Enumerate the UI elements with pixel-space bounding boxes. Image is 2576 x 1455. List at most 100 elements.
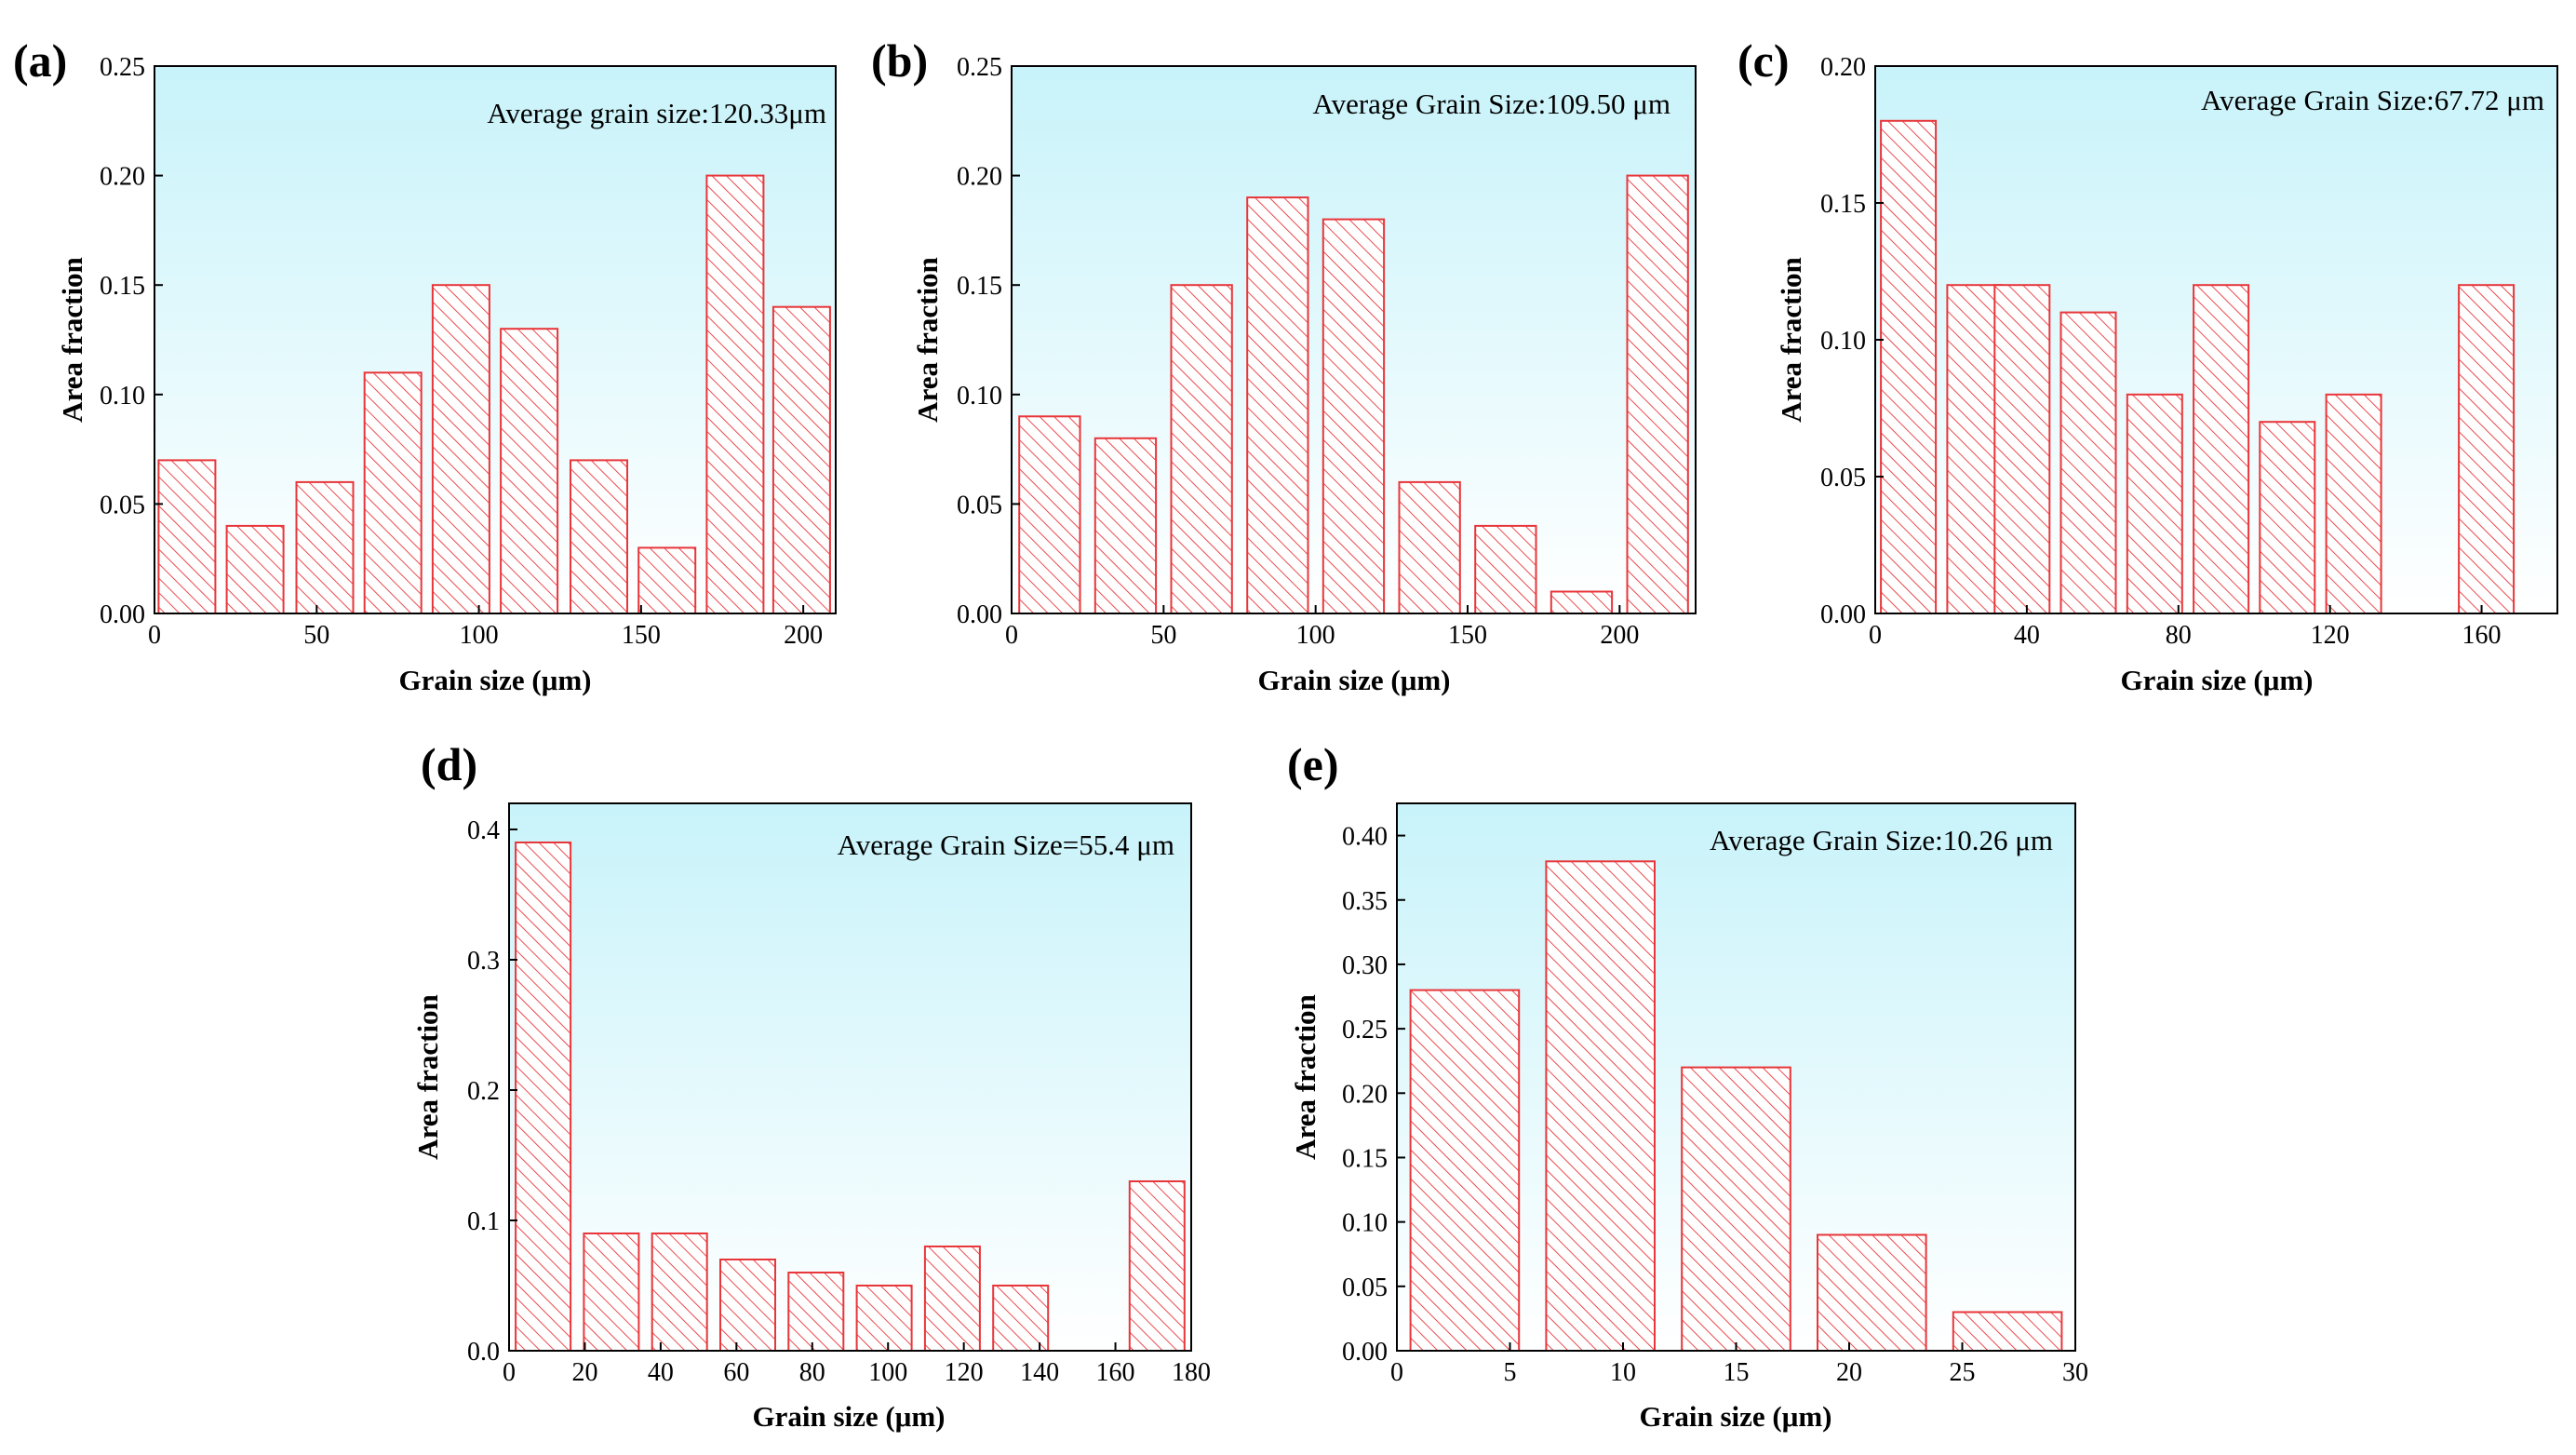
panel-label: (d) xyxy=(421,738,477,790)
y-tick-label: 0.15 xyxy=(957,272,1002,301)
bar xyxy=(1817,1233,1927,1352)
y-tick-label: 0.05 xyxy=(1342,1273,1388,1302)
x-tick-label: 100 xyxy=(868,1358,907,1387)
y-tick-label: 0.30 xyxy=(1342,951,1388,980)
y-tick-label: 0.05 xyxy=(1820,464,1866,492)
bar-group xyxy=(1018,174,1689,615)
bar-group xyxy=(157,174,831,615)
bar xyxy=(1093,437,1158,614)
x-tick-label: 140 xyxy=(1020,1358,1059,1387)
y-axis-title: Area fraction xyxy=(911,257,944,423)
y-tick-label: 0.20 xyxy=(1820,53,1866,82)
plot-frame xyxy=(1011,65,1697,614)
y-tick-label: 0.00 xyxy=(1820,600,1866,629)
x-tick-label: 40 xyxy=(2014,621,2040,650)
bar xyxy=(787,1272,845,1352)
bar xyxy=(705,174,765,614)
y-tick-label: 0.25 xyxy=(100,53,145,82)
y-tick-label: 0.0 xyxy=(467,1338,500,1367)
y-tick-label: 0.10 xyxy=(1820,327,1866,356)
x-tick-label: 0 xyxy=(503,1358,516,1387)
x-tick-label: 30 xyxy=(2062,1358,2088,1387)
average-grain-size-annotation: Average Grain Size:109.50 μm xyxy=(1313,88,1671,120)
y-tick-label: 0.00 xyxy=(957,600,1002,629)
bar xyxy=(1880,119,1938,615)
bar xyxy=(2126,393,2183,614)
chart-panel-e: (e) 0 5 10 15 20 25 30 0.00 0.05 0.10 0.15 0.20 0.2… xyxy=(1287,738,2088,1433)
bar xyxy=(225,524,285,615)
y-tick-label: 0.15 xyxy=(1342,1144,1388,1173)
bar xyxy=(2325,393,2382,614)
x-tick-label: 200 xyxy=(784,621,823,650)
bar-group xyxy=(1880,119,2516,615)
y-axis-title: Area fraction xyxy=(1289,994,1322,1160)
chart-panel-c: (c) 0 40 80 120 160 0.00 0.05 0.10 0.15 0.20 Ave… xyxy=(1737,34,2558,696)
x-tick-label: 10 xyxy=(1610,1358,1636,1387)
bar xyxy=(1398,480,1461,615)
x-tick-label: 50 xyxy=(1150,621,1176,650)
y-tick-label: 0.05 xyxy=(957,491,1002,519)
x-tick-label: 0 xyxy=(1005,621,1018,650)
average-grain-size-annotation: Average Grain Size=55.4 μm xyxy=(838,829,1174,861)
bar xyxy=(1474,524,1537,615)
bar xyxy=(637,546,697,615)
bar xyxy=(651,1233,708,1352)
y-tick-label: 0.10 xyxy=(957,382,1002,411)
x-axis-title: Grain size (μm) xyxy=(753,1400,946,1433)
bar xyxy=(1018,415,1081,614)
bar xyxy=(2059,311,2117,614)
x-axis-title: Grain size (μm) xyxy=(1640,1400,1832,1433)
y-axis-ticks: 0.00 0.05 0.10 0.15 0.20 0.25 xyxy=(100,53,163,629)
x-tick-label: 40 xyxy=(648,1358,674,1387)
y-tick-label: 0.3 xyxy=(467,947,500,976)
y-axis-title: Area fraction xyxy=(411,994,444,1160)
y-tick-label: 0.35 xyxy=(1342,887,1388,916)
x-axis-ticks: 0 50 100 150 200 xyxy=(1005,605,1639,650)
bar xyxy=(1952,1311,2063,1352)
bar xyxy=(431,284,490,614)
y-tick-label: 0.00 xyxy=(1342,1338,1388,1367)
bar xyxy=(2259,421,2316,615)
y-axis-title: Area fraction xyxy=(56,257,88,423)
x-tick-label: 0 xyxy=(1869,621,1882,650)
y-tick-label: 0.00 xyxy=(100,600,145,629)
bar xyxy=(157,459,217,614)
x-tick-label: 0 xyxy=(148,621,161,650)
bar xyxy=(1993,284,2051,614)
y-tick-label: 0.15 xyxy=(1820,190,1866,219)
bar xyxy=(719,1259,776,1352)
x-tick-label: 20 xyxy=(1836,1358,1862,1387)
y-tick-label: 0.2 xyxy=(467,1077,500,1106)
y-axis-title: Area fraction xyxy=(1775,257,1807,423)
bar xyxy=(295,480,355,615)
bar xyxy=(500,328,559,614)
y-tick-label: 0.20 xyxy=(1342,1080,1388,1109)
y-tick-label: 0.05 xyxy=(100,491,145,519)
bar xyxy=(992,1285,1050,1352)
x-tick-label: 80 xyxy=(2166,621,2192,650)
x-tick-label: 200 xyxy=(1600,621,1639,650)
bar xyxy=(1170,284,1233,614)
bar-group xyxy=(1409,860,2063,1352)
y-axis-ticks: 0.00 0.05 0.10 0.15 0.20 0.25 0.30 0.35 0.40 xyxy=(1342,823,1405,1367)
x-tick-label: 160 xyxy=(2462,621,2502,650)
bar xyxy=(363,371,423,614)
y-axis-ticks: 0.00 0.05 0.10 0.15 0.20 0.25 xyxy=(957,53,1020,629)
x-tick-label: 50 xyxy=(303,621,329,650)
bar xyxy=(583,1233,640,1352)
x-axis-ticks: 0 40 80 120 160 xyxy=(1869,605,2502,650)
bar xyxy=(2193,284,2250,614)
bar xyxy=(1246,196,1309,614)
plot-frame xyxy=(154,65,837,614)
x-tick-label: 0 xyxy=(1390,1358,1403,1387)
y-tick-label: 0.10 xyxy=(1342,1209,1388,1238)
bar xyxy=(570,459,628,614)
x-tick-label: 150 xyxy=(622,621,661,650)
chart-panel-a: (a) 0 50 100 150 200 0.00 0.05 0.10 0.15 0.20 0.2… xyxy=(13,34,837,696)
chart-panel-b: (b) 0 50 100 150 200 0.00 0.05 0.10 0.15 0.20 0.2… xyxy=(871,34,1697,696)
x-axis-ticks: 0 50 100 150 200 xyxy=(148,605,823,650)
x-axis-title: Grain size (μm) xyxy=(1258,664,1451,696)
y-tick-label: 0.1 xyxy=(467,1207,500,1236)
y-tick-label: 0.20 xyxy=(957,163,1002,192)
